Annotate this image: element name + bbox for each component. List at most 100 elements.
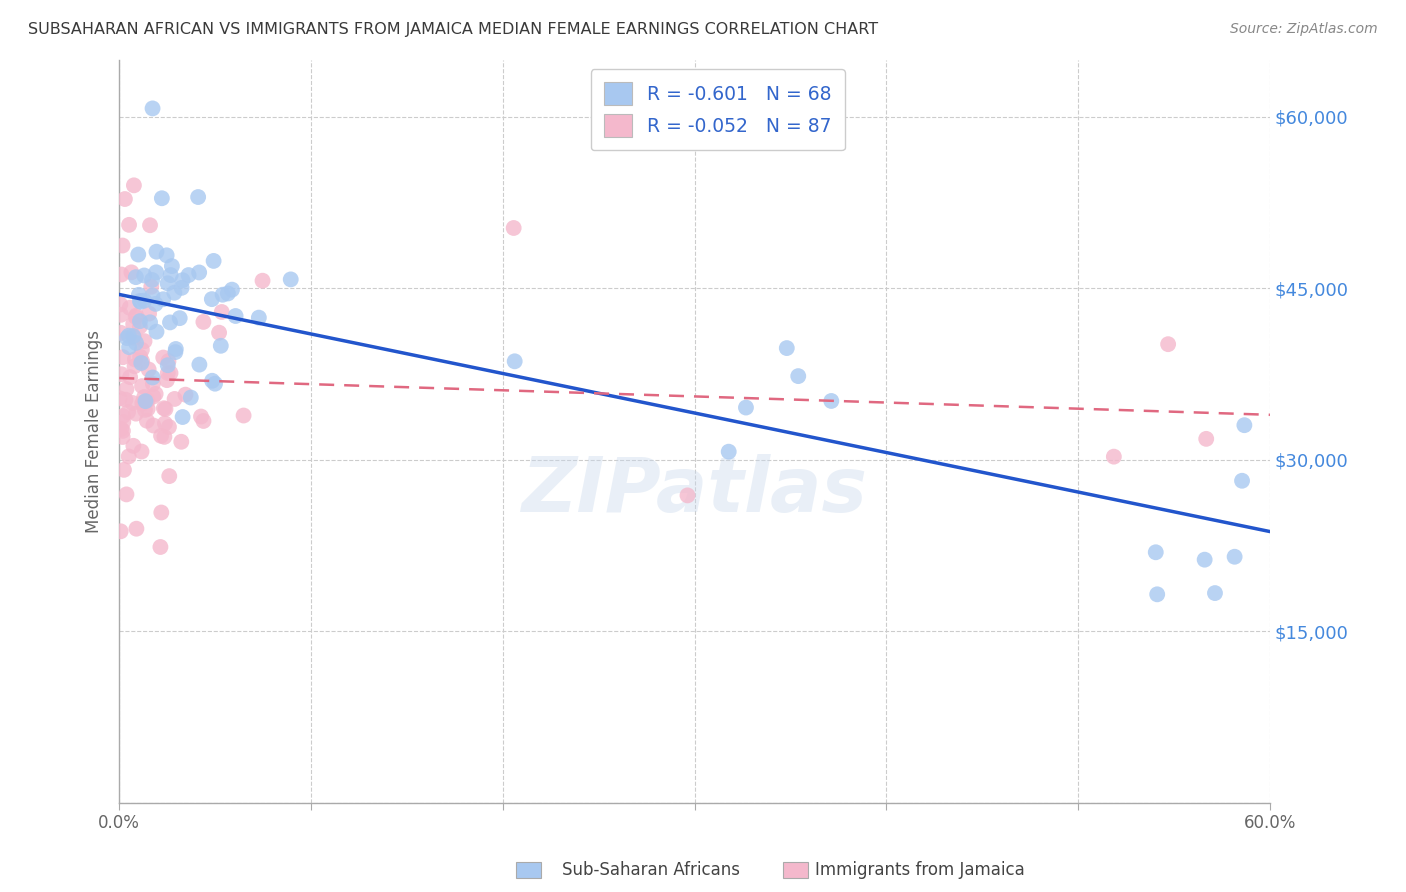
Point xyxy=(110,308,132,322)
Text: ZIPatlas: ZIPatlas xyxy=(522,453,868,527)
Point xyxy=(145,297,167,311)
Point xyxy=(111,238,134,252)
Point xyxy=(149,540,172,554)
Point xyxy=(735,401,758,415)
Point xyxy=(134,334,156,348)
Point xyxy=(159,366,181,380)
Point xyxy=(165,342,187,356)
Point xyxy=(165,345,187,359)
Point xyxy=(177,268,200,282)
Point xyxy=(142,370,165,384)
Text: Immigrants from Jamaica: Immigrants from Jamaica xyxy=(815,861,1025,879)
Point xyxy=(193,315,215,329)
Point xyxy=(139,315,162,329)
Point xyxy=(787,369,810,384)
Point xyxy=(1233,418,1256,433)
Point xyxy=(136,401,159,416)
Point xyxy=(112,415,135,429)
Point xyxy=(153,430,176,444)
Point xyxy=(201,292,224,306)
Point xyxy=(129,314,152,328)
Point xyxy=(153,401,176,416)
Point xyxy=(247,310,270,325)
Point xyxy=(180,391,202,405)
Point xyxy=(156,373,179,387)
Point xyxy=(209,339,232,353)
Point xyxy=(128,319,150,334)
Point xyxy=(169,311,191,326)
Point xyxy=(118,340,141,354)
Point xyxy=(118,450,141,464)
Point xyxy=(125,309,148,323)
Point xyxy=(1204,586,1226,600)
Point xyxy=(159,315,181,329)
Point xyxy=(128,293,150,308)
Point xyxy=(676,488,699,502)
Point xyxy=(232,409,254,423)
Point xyxy=(125,335,148,350)
Point xyxy=(190,409,212,424)
Point xyxy=(111,424,134,438)
Point xyxy=(157,469,180,483)
Point xyxy=(225,309,247,323)
Point xyxy=(110,268,132,282)
Point xyxy=(157,354,180,368)
Point xyxy=(111,430,134,444)
Point xyxy=(208,326,231,340)
Point xyxy=(156,248,179,262)
Text: Source: ZipAtlas.com: Source: ZipAtlas.com xyxy=(1230,22,1378,37)
Point xyxy=(131,444,153,458)
Point xyxy=(134,390,156,404)
Point xyxy=(717,444,740,458)
Point xyxy=(120,370,142,384)
Point xyxy=(128,288,150,302)
Point xyxy=(115,382,138,396)
Point xyxy=(170,281,193,295)
Point xyxy=(141,273,163,287)
Point xyxy=(125,522,148,536)
Point xyxy=(172,273,194,287)
Point xyxy=(139,219,162,233)
Point xyxy=(118,301,141,315)
Point xyxy=(129,294,152,309)
Point xyxy=(112,463,135,477)
Point xyxy=(145,325,167,339)
Point xyxy=(108,392,131,406)
Point xyxy=(142,390,165,404)
Point xyxy=(159,268,181,282)
Point xyxy=(110,297,132,311)
Point xyxy=(145,244,167,259)
Point xyxy=(114,392,136,407)
Point xyxy=(118,328,141,343)
Point xyxy=(145,265,167,279)
Point xyxy=(120,265,142,279)
Point xyxy=(152,351,174,365)
Point xyxy=(115,331,138,345)
Point xyxy=(187,190,209,204)
Point xyxy=(129,350,152,364)
Point xyxy=(1194,552,1216,566)
Point xyxy=(125,270,148,285)
Point xyxy=(114,192,136,206)
Point xyxy=(156,366,179,380)
Point xyxy=(129,356,152,370)
Point xyxy=(1102,450,1125,464)
Point xyxy=(131,379,153,393)
Point xyxy=(204,376,226,391)
Point xyxy=(127,247,149,261)
Point xyxy=(121,396,143,410)
Point xyxy=(188,265,211,279)
Point xyxy=(211,305,233,319)
Point xyxy=(142,102,165,116)
Point xyxy=(1144,545,1167,559)
Point xyxy=(163,285,186,300)
Point xyxy=(172,410,194,425)
Point xyxy=(150,191,173,205)
Point xyxy=(141,279,163,293)
Point xyxy=(1230,474,1253,488)
Point xyxy=(131,354,153,368)
Point xyxy=(201,374,224,388)
Point xyxy=(188,358,211,372)
Point xyxy=(135,414,157,428)
Point xyxy=(193,414,215,428)
